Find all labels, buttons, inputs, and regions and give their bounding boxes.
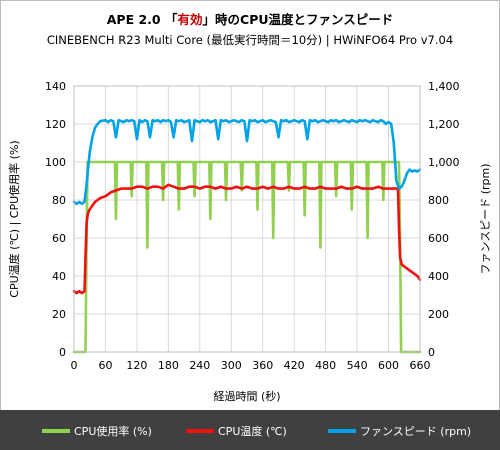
y-left-tick-label: 80 xyxy=(52,194,66,207)
y-left-tick-label: 120 xyxy=(45,118,66,131)
legend-label: CPU温度 (℃) xyxy=(218,425,287,438)
title-open-bracket: 「 xyxy=(164,12,178,27)
y-left-tick-label: 40 xyxy=(52,270,66,283)
chart-subtitle: CINEBENCH R23 Multi Core (最低実行時間＝10分) | … xyxy=(46,33,454,47)
y-left-tick-label: 60 xyxy=(52,232,66,245)
x-tick-label: 600 xyxy=(378,359,399,372)
legend-swatch xyxy=(42,429,70,433)
y-right-tick-label: 1,400 xyxy=(428,80,460,93)
y-right-tick-label: 600 xyxy=(428,232,449,245)
y-right-tick-label: 400 xyxy=(428,270,449,283)
x-tick-label: 240 xyxy=(189,359,210,372)
legend-cpu-temp: CPU温度 (℃) xyxy=(186,424,287,438)
x-tick-label: 0 xyxy=(71,359,78,372)
chart-title: APE 2.0 「有効」時のCPU温度とファンスピード xyxy=(0,9,500,28)
y-right-axis-title: ファンスピード (rpm) xyxy=(479,163,492,274)
plot-area xyxy=(74,86,420,352)
x-tick-label: 420 xyxy=(284,359,305,372)
x-axis-title: 経過時間 (秒) xyxy=(213,389,280,403)
cpu-temp-line xyxy=(72,183,422,295)
cpu-usage-line xyxy=(72,160,422,354)
legend-swatch xyxy=(328,429,356,433)
x-tick-label: 300 xyxy=(221,359,242,372)
fan-speed-line xyxy=(72,118,422,206)
legend-label: ファンスピード (rpm) xyxy=(360,425,472,438)
y-right-tick-label: 1,200 xyxy=(428,118,460,131)
x-tick-label: 180 xyxy=(158,359,179,372)
title-accent: 有効 xyxy=(177,12,203,27)
y-left-tick-label: 140 xyxy=(45,80,66,93)
legend-fan-speed: ファンスピード (rpm) xyxy=(328,424,471,438)
y-left-axis-title: CPU温度 (℃) | CPU使用率 (%) xyxy=(7,140,21,297)
y-right-tick-label: 0 xyxy=(428,346,435,359)
series-lines xyxy=(72,118,422,354)
title-prefix: APE 2.0 xyxy=(106,12,161,27)
x-tick-label: 120 xyxy=(126,359,147,372)
x-tick-label: 540 xyxy=(347,359,368,372)
x-tick-label: 60 xyxy=(98,359,112,372)
plot-border xyxy=(73,85,421,353)
legend-swatch xyxy=(186,429,214,433)
x-tick-label: 360 xyxy=(252,359,273,372)
legend: CPU使用率 (%) CPU温度 (℃) ファンスピード (rpm) xyxy=(0,410,500,450)
y-right-tick-label: 1,000 xyxy=(428,156,460,169)
y-left-tick-label: 20 xyxy=(52,308,66,321)
y-left-tick-label: 100 xyxy=(45,156,66,169)
legend-cpu-usage: CPU使用率 (%) xyxy=(42,424,152,438)
x-tick-label: 480 xyxy=(315,359,336,372)
y-right-tick-label: 800 xyxy=(428,194,449,207)
y-left-tick-label: 0 xyxy=(59,346,66,359)
legend-label: CPU使用率 (%) xyxy=(74,425,152,438)
title-suffix: 時のCPU温度とファンスピード xyxy=(215,12,394,27)
title-close-bracket: 」 xyxy=(202,12,216,27)
y-right-tick-label: 200 xyxy=(428,308,449,321)
x-tick-label: 660 xyxy=(410,359,431,372)
